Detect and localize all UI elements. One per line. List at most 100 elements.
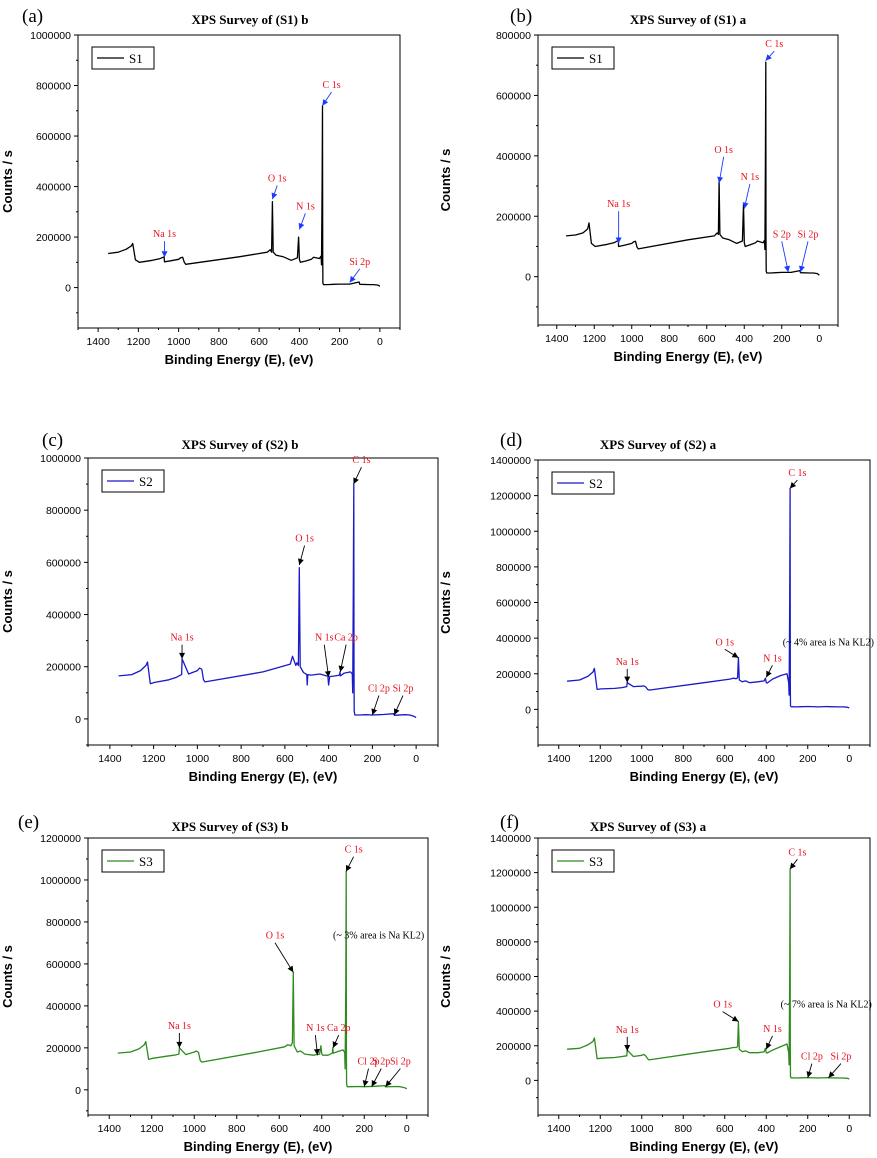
- annotation-arrowhead: [297, 558, 304, 565]
- annotation-note: (~ 7% area is Na KL2): [781, 1000, 872, 1011]
- chart-panel-a: (a) XPS Survey of (S1) b 1400 1200 1000 800 60…: [0, 6, 401, 367]
- y-axis-label: Counts / s: [438, 571, 453, 634]
- x-tick-label: 1400: [547, 1123, 571, 1135]
- x-tick-label: 1200: [589, 1123, 613, 1135]
- y-tick-label: 600000: [496, 972, 531, 984]
- annotation-label: Na 1s: [168, 1021, 191, 1032]
- x-tick-label: 1000: [630, 1123, 654, 1135]
- plot-frame: [537, 837, 871, 1116]
- x-axis-label: Binding Energy (E), (eV): [189, 769, 338, 784]
- annotation-arrowhead: [371, 708, 378, 715]
- annotation-arrowhead: [731, 1015, 739, 1022]
- x-tick-label: 1200: [583, 333, 607, 345]
- y-tick-label: 200000: [46, 662, 81, 674]
- y-tick-label: 800000: [496, 937, 531, 949]
- annotation-label: Si 2p: [349, 257, 370, 268]
- panel-label: (a): [22, 6, 43, 27]
- x-tick-label: 1000: [183, 1123, 207, 1135]
- plot-frame: [537, 34, 839, 326]
- x-tick-label: 1200: [140, 1123, 164, 1135]
- x-axis-label: Binding Energy (E), (eV): [614, 349, 763, 364]
- plot-frame: [537, 459, 871, 746]
- series-line-S1: [566, 61, 820, 276]
- y-tick-label: 600000: [496, 90, 531, 102]
- annotation-arrowhead: [349, 275, 356, 283]
- y-tick-label: 200000: [496, 1041, 531, 1053]
- chart-panel-c: (c) XPS Survey of (S2) b 1400 1200 1000 800 60…: [0, 430, 439, 784]
- annotation-arrowhead: [362, 1080, 369, 1087]
- panel-label: (c): [42, 430, 63, 451]
- series-line-S2: [567, 487, 850, 709]
- x-tick-label: 600: [276, 753, 294, 765]
- annotation-arrowhead: [742, 202, 749, 209]
- y-tick-label: 600000: [46, 959, 81, 971]
- annotation-arrowhead: [789, 482, 797, 489]
- y-tick-label: 1000000: [40, 875, 81, 887]
- y-tick-label: 1000000: [40, 453, 81, 465]
- x-tick-label: 400: [757, 1123, 775, 1135]
- annotation-label: O 1s: [714, 145, 733, 156]
- x-tick-label: 200: [799, 753, 817, 765]
- panel-label: (d): [500, 430, 522, 451]
- series-line-S3: [567, 868, 850, 1080]
- y-tick-label: 1000000: [490, 902, 531, 914]
- panel-label: (f): [500, 812, 519, 833]
- x-tick-label: 0: [816, 333, 822, 345]
- annotation-label: N 1s: [763, 653, 782, 664]
- chart-title: XPS Survey of (S3) b: [171, 819, 288, 834]
- annotation-arrowhead: [766, 670, 772, 678]
- annotation-label: N 1s: [763, 1024, 782, 1035]
- x-tick-label: 0: [404, 1123, 410, 1135]
- x-tick-label: 1200: [142, 753, 166, 765]
- series-line-S3: [117, 870, 408, 1090]
- y-tick-label: 800000: [46, 917, 81, 929]
- series-line-S1: [108, 105, 381, 287]
- x-tick-label: 1400: [547, 753, 571, 765]
- y-tick-label: 1000000: [30, 30, 71, 42]
- x-tick-label: 200: [799, 1123, 817, 1135]
- y-tick-label: 400000: [46, 1001, 81, 1013]
- x-tick-label: 800: [674, 753, 692, 765]
- y-tick-label: 1000000: [490, 526, 531, 538]
- legend-label: S3: [589, 854, 603, 869]
- legend-label: S2: [589, 476, 603, 491]
- annotation-label: O 1s: [713, 1000, 732, 1011]
- annotation-arrowhead: [161, 251, 168, 258]
- y-tick-label: 400000: [36, 182, 71, 194]
- legend-label: S3: [139, 854, 153, 869]
- annotation-arrowhead: [624, 1044, 631, 1051]
- x-tick-label: 0: [377, 336, 383, 348]
- annotation-label: Na 1s: [153, 229, 176, 240]
- chart-title: XPS Survey of (S2) a: [600, 437, 717, 452]
- y-axis-label: Counts / s: [438, 945, 453, 1008]
- annotation-label: Na 1s: [171, 633, 194, 644]
- x-tick-label: 800: [210, 336, 228, 348]
- annotation-arrowhead: [806, 1071, 813, 1078]
- chart-panel-f: (f) XPS Survey of (S3) a 1400 1200 1000 800 60…: [438, 812, 872, 1154]
- x-tick-label: 0: [846, 1123, 852, 1135]
- annotation-arrowhead: [345, 864, 352, 872]
- x-tick-label: 1400: [86, 336, 110, 348]
- y-tick-label: 1400000: [490, 833, 531, 845]
- annotation-label: Na 1s: [616, 657, 639, 668]
- x-tick-label: 600: [250, 336, 268, 348]
- y-tick-label: 0: [525, 1075, 531, 1087]
- annotation-arrowhead: [176, 1041, 183, 1048]
- annotation-arrowhead: [615, 237, 622, 244]
- x-tick-label: 0: [413, 753, 419, 765]
- x-tick-label: 200: [355, 1123, 373, 1135]
- annotation-label: C 1s: [345, 845, 363, 856]
- panel-label: (b): [510, 6, 532, 27]
- y-tick-label: 0: [75, 1085, 81, 1097]
- annotation-label: C 1s: [352, 455, 370, 466]
- annotation-arrowhead: [799, 265, 805, 273]
- x-axis-label: Binding Energy (E), (eV): [165, 352, 314, 367]
- annotation-label: N 1s: [315, 633, 334, 644]
- x-tick-label: 600: [716, 753, 734, 765]
- panel-label: (e): [18, 812, 39, 833]
- plot-frame: [87, 837, 429, 1116]
- x-tick-label: 0: [846, 753, 852, 765]
- annotation-arrowhead: [393, 708, 400, 715]
- annotation-label: Ca 2p: [334, 633, 358, 644]
- y-tick-label: 0: [75, 714, 81, 726]
